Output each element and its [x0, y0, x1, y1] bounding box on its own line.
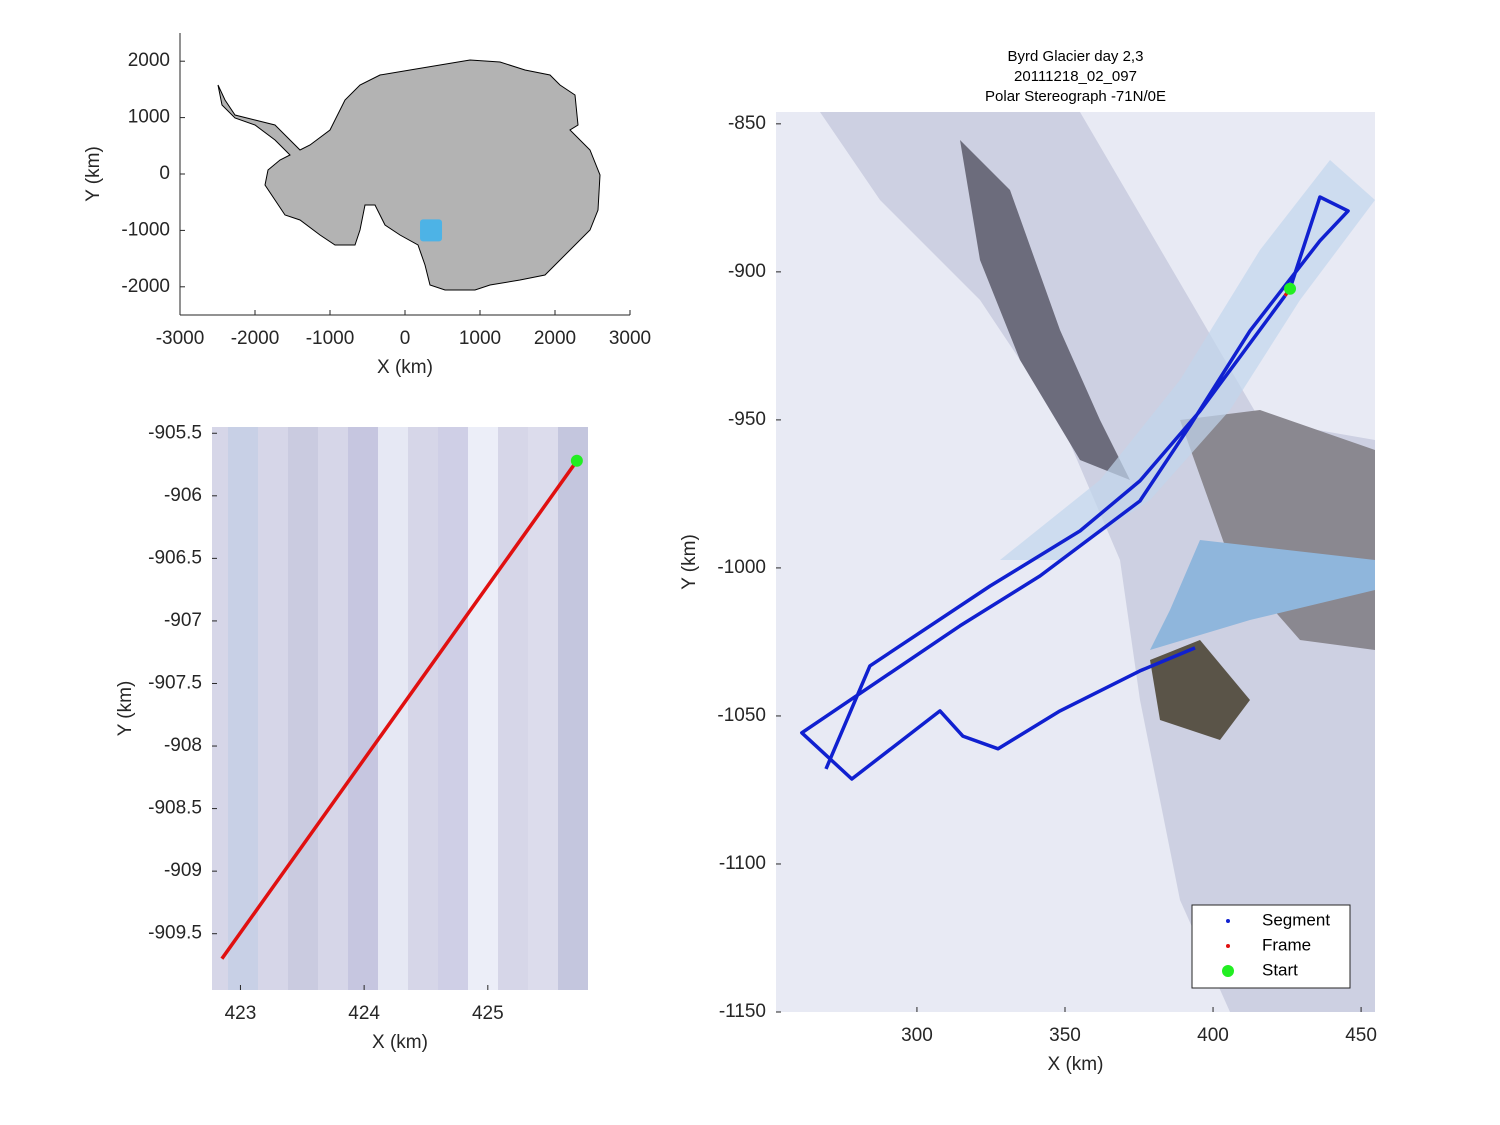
- legend-label: Frame: [1262, 935, 1311, 954]
- x-axis-label: X (km): [377, 357, 433, 378]
- y-tick-label: -907: [164, 610, 202, 631]
- x-tick-label: 3000: [609, 328, 651, 349]
- legend-box: [1191, 904, 1351, 989]
- y-tick-label: -1050: [717, 705, 766, 726]
- y-tick-label: -1100: [719, 853, 766, 874]
- imagery-glacier: [776, 112, 1375, 1012]
- x-tick-label: 450: [1345, 1025, 1377, 1046]
- y-tick-label: -906.5: [148, 547, 202, 568]
- y-tick-label: -906: [164, 485, 202, 506]
- y-axis-label: Y (km): [83, 146, 104, 202]
- y-axis-label: Y (km): [115, 681, 136, 737]
- y-tick-label: 2000: [128, 50, 170, 71]
- y-tick-label: -900: [728, 261, 766, 282]
- x-tick-label: 2000: [534, 328, 576, 349]
- marker: [570, 454, 583, 467]
- y-tick-label: -908.5: [148, 798, 202, 819]
- x-tick-label: 0: [400, 328, 411, 349]
- y-tick-label: -950: [728, 409, 766, 430]
- y-tick-label: -907.5: [148, 672, 202, 693]
- chart-title: Byrd Glacier day 2,3: [1008, 48, 1144, 65]
- y-tick-label: -1150: [719, 1001, 766, 1022]
- series-line: [800, 195, 1350, 781]
- legend-marker: [1226, 919, 1230, 923]
- imagery-zoom: [212, 427, 588, 990]
- marker: [1284, 282, 1297, 295]
- y-tick-label: -905.5: [148, 422, 202, 443]
- legend-label: Start: [1262, 960, 1298, 979]
- y-tick-label: -908: [164, 735, 202, 756]
- x-tick-label: 350: [1049, 1025, 1081, 1046]
- x-tick-label: 424: [348, 1003, 380, 1024]
- legend-label: Segment: [1262, 910, 1330, 929]
- x-tick-label: -1000: [306, 328, 355, 349]
- x-tick-label: 423: [225, 1003, 257, 1024]
- y-tick-label: -850: [728, 113, 766, 134]
- y-tick-label: 1000: [128, 107, 170, 128]
- x-axis-label: X (km): [372, 1032, 428, 1053]
- x-tick-label: 400: [1197, 1025, 1229, 1046]
- y-tick-label: -1000: [717, 557, 766, 578]
- x-tick-label: -2000: [231, 328, 280, 349]
- y-tick-label: 0: [159, 163, 170, 184]
- x-tick-label: 300: [901, 1025, 933, 1046]
- x-axis-label: X (km): [1048, 1054, 1104, 1075]
- legend-marker: [1226, 944, 1230, 948]
- y-tick-label: -2000: [121, 276, 170, 297]
- marker: [420, 219, 443, 242]
- chart-title: 20111218_02_097: [1014, 68, 1137, 85]
- y-tick-label: -909.5: [148, 923, 202, 944]
- y-tick-label: -909: [164, 860, 202, 881]
- legend-marker: [1222, 965, 1234, 977]
- chart-title: Polar Stereograph -71N/0E: [985, 88, 1166, 105]
- x-tick-label: 425: [472, 1003, 504, 1024]
- series-line: [220, 459, 579, 960]
- y-axis-label: Y (km): [679, 534, 700, 590]
- x-tick-label: -3000: [156, 328, 205, 349]
- x-tick-label: 1000: [459, 328, 501, 349]
- antarctica-outline: [217, 59, 601, 291]
- y-tick-label: -1000: [121, 219, 170, 240]
